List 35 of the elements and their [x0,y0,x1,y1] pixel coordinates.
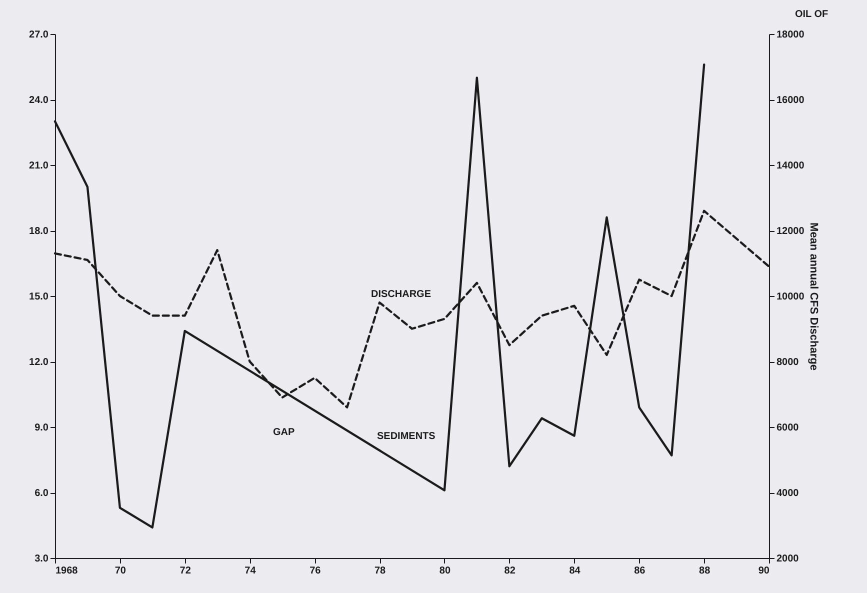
x-tick-label: 76 [310,566,322,576]
y-tick-label: 6.0 [34,488,49,499]
x-tick-label: 1968 [56,566,78,576]
y2-axis-title: Mean annual CFS Discharge [807,222,820,370]
y-tick-label: 15.0 [29,292,49,302]
y2-tick-label: 12000 [776,226,805,237]
y2-tick-label: 14000 [776,160,805,172]
y2-tick-label: 6000 [776,422,800,434]
x-tick-label: 84 [569,566,581,576]
y-tick-label: 3.0 [34,554,49,564]
y-tick-label: 12.0 [29,357,49,368]
y-tick-label: 18.0 [29,226,49,237]
x-tick-label: 78 [374,566,386,576]
series-label: SEDIMENTS [377,431,436,442]
y-tick-label: 21.0 [29,160,49,172]
text: OIL OF [795,9,828,20]
annotation: GAP [273,427,295,438]
y2-tick-label: 8000 [776,357,800,368]
x-tick-label: 72 [180,566,192,576]
y2-tick-label: 18000 [776,30,805,40]
x-tick-label: 90 [758,566,770,576]
series-label: DISCHARGE [371,289,432,300]
x-tick-label: 86 [634,566,646,576]
y-tick-label: 9.0 [34,422,49,434]
x-tick-label: 80 [439,566,451,576]
x-tick-label: 82 [504,566,516,576]
y-tick-label: 27.0 [29,30,49,40]
x-tick-label: 88 [699,566,711,576]
y2-tick-label: 10000 [776,292,805,302]
x-tick-label: 70 [114,566,126,576]
x-tick-label: 74 [244,566,256,576]
y-tick-label: 24.0 [29,95,49,106]
y2-tick-label: 2000 [776,554,800,564]
y2-tick-label: 16000 [776,95,805,106]
y2-tick-label: 4000 [776,488,800,499]
